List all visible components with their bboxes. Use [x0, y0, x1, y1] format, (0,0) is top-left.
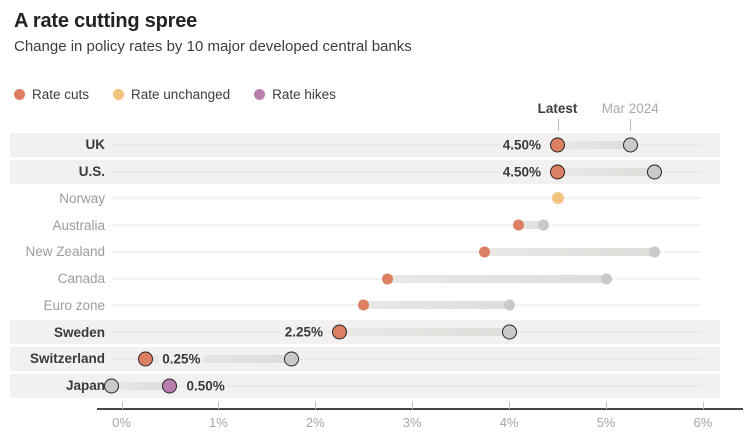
- chart-row: Switzerland 0.25%: [0, 346, 749, 373]
- x-axis-tick-label: 2%: [305, 415, 325, 430]
- x-axis-tick: [121, 402, 123, 409]
- latest-rate-dot: [551, 192, 564, 205]
- rate-unchanged-dot-icon: [113, 89, 125, 100]
- x-axis-tick-label: 3%: [402, 415, 422, 430]
- bank-label: Norway: [59, 190, 105, 206]
- rate-change-connector: [111, 381, 170, 390]
- mar-2024-column-header: Mar 2024: [601, 101, 659, 116]
- chart-row: Euro zone: [0, 292, 749, 319]
- rate-change-connector: [518, 221, 543, 230]
- chart-title: A rate cutting spree: [14, 10, 198, 32]
- legend-label: Rate hikes: [272, 87, 336, 102]
- latest-header-pointer-line: [557, 119, 559, 131]
- chart-row: UK 4.50%: [0, 132, 749, 159]
- rate-value-label: 4.50%: [499, 136, 545, 154]
- x-axis-tick: [509, 402, 511, 409]
- rate-change-connector: [145, 354, 292, 363]
- row-leader-dotted-line: [112, 171, 701, 173]
- x-axis-tick: [606, 402, 607, 409]
- bank-label: Canada: [57, 271, 105, 287]
- latest-rate-dot: [550, 164, 566, 180]
- bank-label: Switzerland: [29, 351, 105, 367]
- mar-2024-dot: [600, 273, 612, 285]
- x-axis-tick: [315, 402, 317, 409]
- rate-hikes-dot-icon: [254, 89, 266, 100]
- mar-2024-dot: [537, 219, 549, 231]
- legend-item-rate-unchanged: Rate unchanged: [113, 87, 230, 102]
- mar-2024-dot: [646, 164, 662, 180]
- rate-change-connector: [363, 301, 510, 310]
- latest-rate-dot: [479, 246, 491, 258]
- row-leader-dotted-line: [112, 358, 701, 360]
- latest-column-header: Latest: [537, 101, 578, 116]
- rate-change-connector: [557, 167, 655, 176]
- x-axis-tick-label: 5%: [596, 415, 616, 430]
- bank-label: Sweden: [53, 324, 105, 340]
- legend-item-rate-cuts: Rate cuts: [14, 87, 89, 102]
- latest-rate-dot: [138, 351, 154, 367]
- bank-label: Japan: [65, 378, 105, 394]
- rate-change-connector: [387, 274, 606, 283]
- row-leader-dotted-line: [112, 224, 701, 226]
- latest-rate-dot: [358, 299, 370, 311]
- rate-value-label: 0.25%: [159, 350, 204, 368]
- latest-rate-dot: [332, 324, 348, 340]
- chart-row: New Zealand: [0, 239, 749, 266]
- latest-rate-dot: [513, 219, 525, 231]
- x-axis-tick: [702, 402, 704, 409]
- mar-2024-dot: [622, 137, 638, 153]
- chart-row: Norway: [0, 185, 749, 212]
- rate-change-connector: [557, 140, 631, 149]
- legend-label: Rate unchanged: [131, 87, 231, 102]
- legend-label: Rate cuts: [32, 87, 90, 102]
- chart-row: Australia: [0, 212, 749, 239]
- rate-value-label: 2.25%: [281, 323, 327, 341]
- mar-2024-dot: [283, 351, 299, 367]
- latest-rate-dot: [550, 137, 566, 153]
- bank-label: UK: [85, 137, 106, 153]
- legend-item-rate-hikes: Rate hikes: [254, 87, 336, 102]
- mar-2024-dot: [104, 378, 120, 394]
- mar-2024-dot: [503, 299, 515, 311]
- rate-change-connector: [339, 328, 510, 337]
- bank-label: Australia: [52, 217, 105, 233]
- row-leader-dotted-line: [112, 144, 701, 146]
- chart-row: Sweden 2.25%: [0, 319, 749, 346]
- bank-label: Euro zone: [43, 297, 105, 313]
- legend: Rate cuts Rate unchanged Rate hikes: [14, 87, 336, 102]
- x-axis-line: [97, 408, 743, 410]
- rate-cuts-dot-icon: [14, 89, 25, 100]
- chart-row: Canada: [0, 265, 749, 292]
- rate-value-label: 0.50%: [183, 377, 228, 395]
- x-axis-tick-label: 6%: [693, 415, 713, 430]
- row-leader-dotted-line: [112, 251, 701, 253]
- x-axis-tick-label: 0%: [112, 415, 131, 430]
- rate-change-connector: [484, 247, 655, 256]
- row-leader-dotted-line: [112, 197, 701, 199]
- x-axis-tick-label: 1%: [208, 415, 228, 430]
- mar-2024-dot: [501, 324, 517, 340]
- x-axis-tick: [412, 402, 414, 409]
- mar-2024-header-pointer-line: [630, 119, 632, 131]
- latest-rate-dot: [382, 273, 394, 285]
- chart-row: U.S. 4.50%: [0, 158, 749, 185]
- bank-label: U.S.: [78, 164, 105, 180]
- bank-label: New Zealand: [25, 244, 105, 260]
- row-leader-dotted-line: [112, 385, 701, 387]
- x-axis-tick-label: 4%: [499, 415, 519, 430]
- chart-subtitle: Change in policy rates by 10 major devel…: [14, 38, 412, 55]
- chart-row: Japan 0.50%: [0, 372, 749, 399]
- latest-rate-dot: [162, 378, 178, 394]
- mar-2024-dot: [648, 246, 660, 258]
- x-axis-tick: [218, 402, 220, 409]
- rate-value-label: 4.50%: [499, 163, 545, 181]
